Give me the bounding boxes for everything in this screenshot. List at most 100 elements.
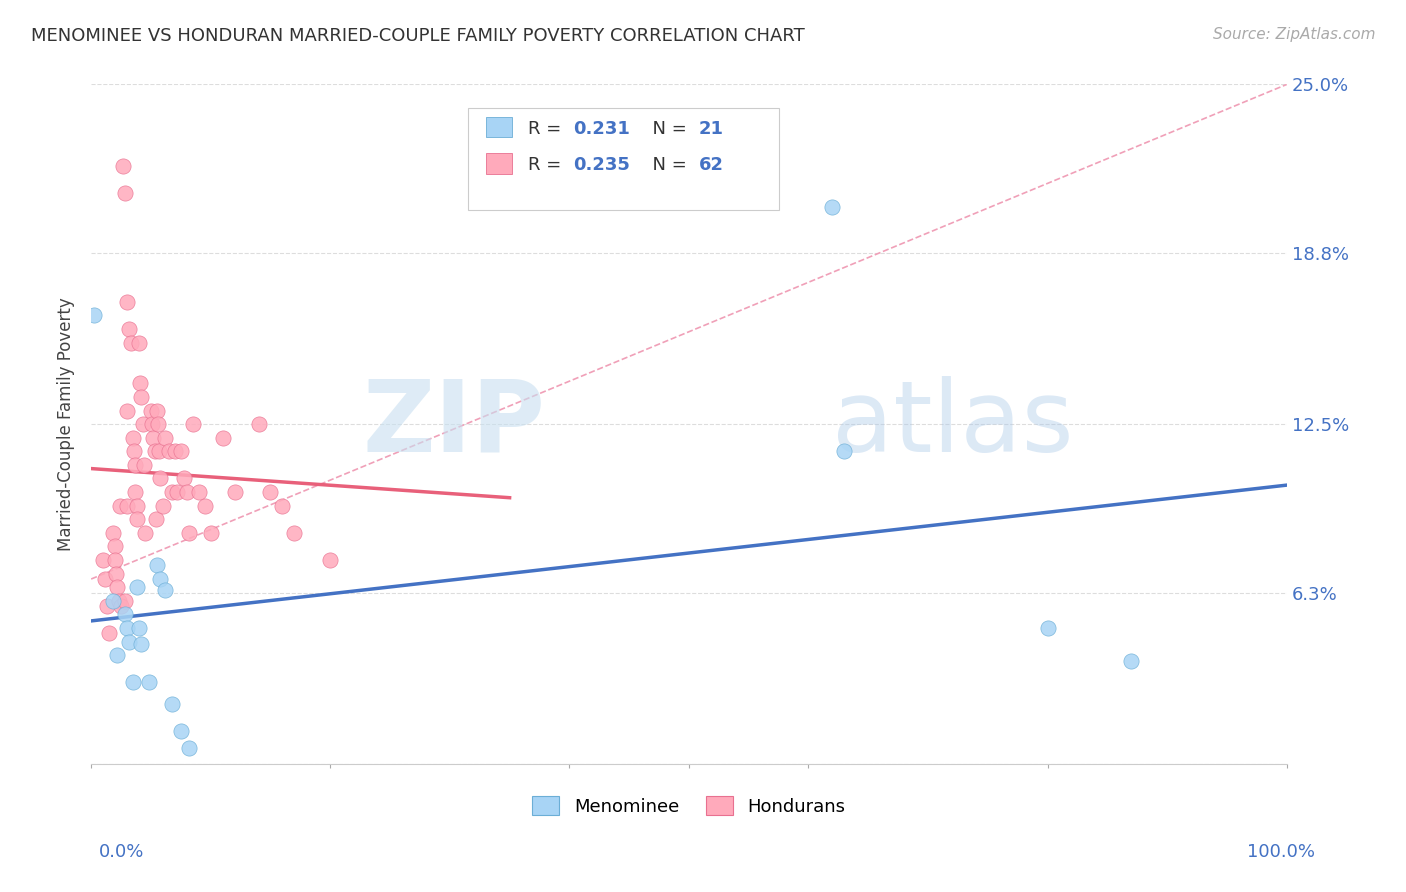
Point [107,580,129,594]
Point [107,648,129,662]
Text: 21: 21 [699,120,724,137]
Text: N =: N = [641,120,693,137]
Point [1121,654,1143,668]
Point [122,444,145,458]
Point [148,444,170,458]
Point [149,572,172,586]
Point [149,471,172,485]
Point [124,458,146,472]
Point [224,485,246,500]
Point [131,637,153,651]
Point [155,582,177,597]
Text: atlas: atlas [832,376,1074,473]
Point [112,159,135,173]
Point [120,335,142,350]
Point [131,390,153,404]
Point [163,444,186,458]
Point [128,621,150,635]
Point [114,607,136,622]
Point [259,485,281,500]
Point [139,403,162,417]
Text: R =: R = [527,155,567,174]
Point [105,566,128,581]
FancyBboxPatch shape [468,108,779,211]
Text: ZIP: ZIP [363,376,546,473]
Point [110,599,132,614]
Point [179,525,201,540]
Point [179,740,201,755]
Legend: Menominee, Hondurans: Menominee, Hondurans [524,789,853,822]
Point [128,335,150,350]
Point [194,499,217,513]
Text: 0.235: 0.235 [574,155,630,174]
Text: 0.231: 0.231 [574,120,630,137]
Point [131,417,153,431]
Point [155,431,177,445]
Point [115,403,138,417]
Point [173,471,195,485]
Point [118,322,141,336]
Point [271,499,294,513]
Point [157,444,180,458]
Point [319,553,342,567]
Text: 0.0%: 0.0% [98,843,143,861]
Point [98,626,121,640]
Point [283,525,305,540]
Point [101,594,124,608]
Point [146,403,169,417]
FancyBboxPatch shape [485,117,512,137]
Point [181,417,204,431]
Point [162,485,184,500]
Point [141,417,163,431]
Point [91,553,114,567]
Point [115,294,138,309]
Point [104,553,127,567]
Point [162,697,184,711]
Point [200,525,222,540]
Point [247,417,270,431]
Point [129,376,152,391]
Point [211,431,233,445]
Text: 62: 62 [699,155,724,174]
Point [145,512,167,526]
Point [125,499,148,513]
Point [107,594,129,608]
Point [94,572,117,586]
Point [122,431,145,445]
FancyBboxPatch shape [485,153,512,174]
Point [138,675,160,690]
Point [83,309,105,323]
Text: R =: R = [527,120,567,137]
Point [104,540,127,554]
Point [132,458,155,472]
Point [122,675,145,690]
Point [108,499,131,513]
Point [166,485,188,500]
Point [101,525,124,540]
Y-axis label: Married-Couple Family Poverty: Married-Couple Family Poverty [58,297,75,551]
Point [1036,621,1059,635]
Point [146,558,169,573]
Point [96,599,118,614]
Point [142,431,165,445]
Point [125,580,148,594]
Point [115,621,138,635]
Point [146,417,169,431]
Point [821,200,844,214]
Point [152,499,174,513]
Point [115,499,138,513]
Text: N =: N = [641,155,693,174]
Point [124,485,146,500]
Point [114,186,136,201]
Point [143,444,166,458]
Point [170,724,193,739]
Text: 100.0%: 100.0% [1247,843,1315,861]
Point [834,444,856,458]
Point [176,485,198,500]
Point [134,525,156,540]
Point [114,594,136,608]
Point [170,444,193,458]
Text: MENOMINEE VS HONDURAN MARRIED-COUPLE FAMILY POVERTY CORRELATION CHART: MENOMINEE VS HONDURAN MARRIED-COUPLE FAM… [31,27,804,45]
Point [118,634,141,648]
Point [125,512,148,526]
